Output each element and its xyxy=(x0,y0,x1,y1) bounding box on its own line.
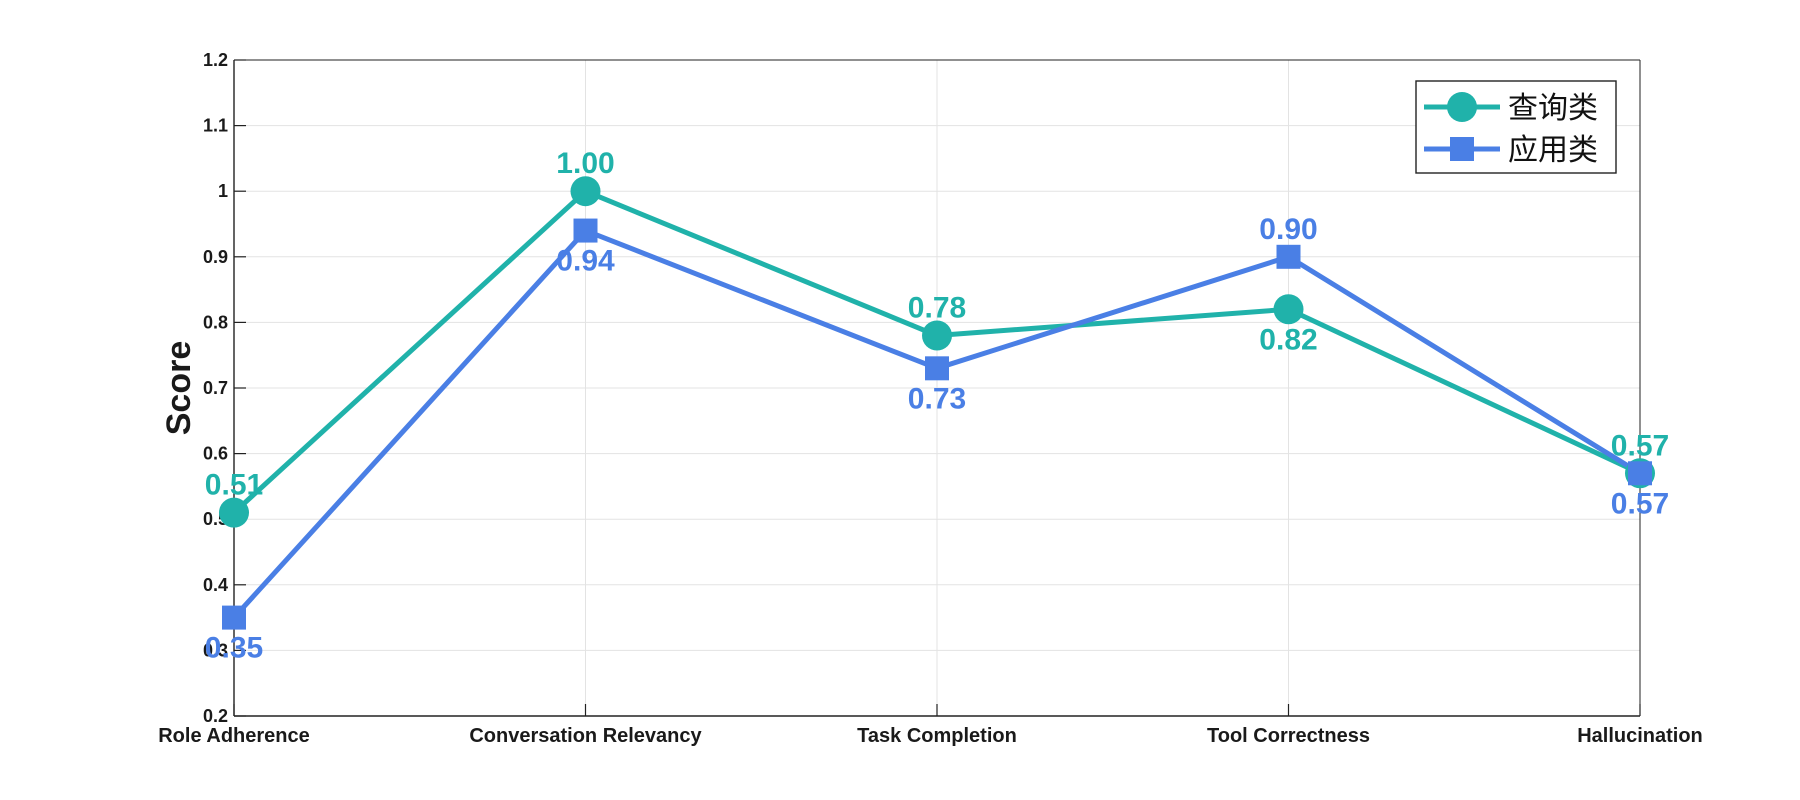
x-tick-labels: Role Adherence Conversation Relevancy Task… xyxy=(158,725,1703,747)
legend-marker-square xyxy=(1450,137,1474,161)
data-labels: 0.51 1.00 0.78 0.82 0.57 0.35 0.94 0.73 0.90 0.57 xyxy=(205,147,1669,664)
data-point-circle xyxy=(219,497,249,528)
y-tick-label: 0.2 xyxy=(203,706,228,726)
y-tick-label: 1.1 xyxy=(203,116,228,136)
y-tick-label: 0.9 xyxy=(203,247,228,267)
y-tick-label: 0.8 xyxy=(203,312,228,332)
x-tick-label: Conversation Relevancy xyxy=(469,725,702,747)
legend-box xyxy=(1415,80,1617,174)
x-tick-label: Role Adherence xyxy=(158,725,310,747)
y-tick-label: 0.4 xyxy=(203,575,228,595)
y-tick-label: 0.6 xyxy=(203,444,228,464)
data-label: 0.51 xyxy=(205,469,263,502)
x-tick-label: Tool Correctness xyxy=(1207,725,1370,747)
data-label: 0.57 xyxy=(1611,429,1669,462)
data-point-square xyxy=(573,218,598,243)
series-lines xyxy=(219,176,1655,630)
data-label: 0.90 xyxy=(1259,213,1317,246)
data-label: 1.00 xyxy=(556,147,614,180)
y-tick-label: 1.2 xyxy=(203,50,228,70)
x-tick-label: Task Completion xyxy=(857,725,1017,747)
data-label: 0.94 xyxy=(556,245,615,278)
legend-label: 应用类 xyxy=(1508,133,1598,168)
legend-label: 查询类 xyxy=(1508,91,1598,126)
data-label: 0.82 xyxy=(1259,323,1317,356)
data-point-square xyxy=(1276,244,1301,269)
x-tick-label: Hallucination xyxy=(1577,725,1703,747)
data-label: 0.78 xyxy=(908,292,966,325)
data-label: 0.57 xyxy=(1611,487,1669,520)
data-point-circle xyxy=(1273,294,1304,325)
data-point-circle xyxy=(922,320,952,351)
data-point-circle xyxy=(570,176,601,207)
data-point-square xyxy=(925,356,949,381)
legend-marker-circle xyxy=(1447,92,1477,122)
y-tick-label: 0.3 xyxy=(203,640,228,660)
y-tick-label: 0.7 xyxy=(203,378,228,398)
y-axis-title: Score xyxy=(160,341,198,436)
data-label: 0.73 xyxy=(908,382,966,415)
data-label: 0.35 xyxy=(205,632,263,665)
data-point-square xyxy=(1628,461,1652,486)
data-point-square xyxy=(222,605,246,630)
y-tick-label: 1 xyxy=(218,181,228,201)
